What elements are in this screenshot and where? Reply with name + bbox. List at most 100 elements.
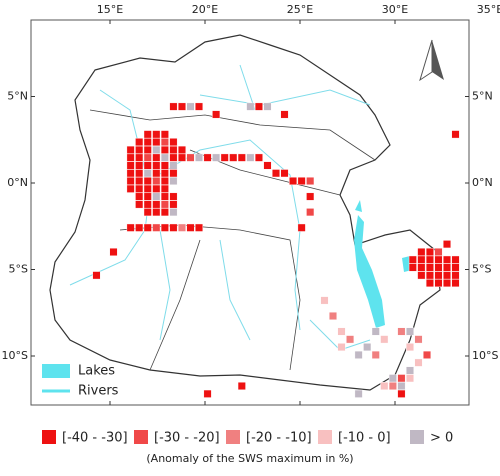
grid-cell xyxy=(169,177,178,185)
grid-cell xyxy=(126,161,135,170)
grid-cell xyxy=(160,192,169,201)
grid-cell xyxy=(126,184,135,193)
grid-cell xyxy=(414,358,423,367)
grid-cell xyxy=(320,296,329,305)
river xyxy=(159,229,171,341)
grid-cell xyxy=(135,223,144,232)
grid-cell xyxy=(160,130,169,139)
grid-cell xyxy=(135,177,144,185)
grid-cell xyxy=(177,153,186,162)
grid-cell xyxy=(143,169,152,178)
grid-cell xyxy=(337,343,346,352)
grid-cell xyxy=(451,271,460,280)
grid-cell xyxy=(425,279,434,288)
grid-cell xyxy=(354,350,363,359)
grid-cell xyxy=(169,169,178,178)
grid-cell xyxy=(417,263,426,272)
grid-cell xyxy=(126,177,135,185)
grid-cell xyxy=(152,223,161,232)
grid-cell xyxy=(152,208,161,217)
legend-swatch xyxy=(318,430,332,444)
sub-basin-line xyxy=(89,109,376,161)
grid-cell xyxy=(306,208,315,217)
basin-outline xyxy=(49,34,441,391)
grid-cell xyxy=(297,177,306,185)
lakes-label: Lakes xyxy=(78,364,115,379)
grid-cell xyxy=(346,335,355,344)
grid-cell xyxy=(92,271,101,280)
grid-cell xyxy=(237,153,246,162)
grid-cell xyxy=(212,110,221,119)
grid-cell xyxy=(297,223,306,232)
grid-cell xyxy=(160,200,169,209)
grid-cell xyxy=(126,153,135,162)
grid-cell xyxy=(289,177,298,185)
river xyxy=(239,64,256,111)
grid-cell xyxy=(195,102,204,111)
grid-cell xyxy=(152,138,161,147)
grid-cell xyxy=(254,102,263,111)
grid-cell xyxy=(143,130,152,139)
legend-label: [-30 - -20] xyxy=(154,431,220,446)
grid-cell xyxy=(203,153,212,162)
north-arrow-right xyxy=(432,40,444,80)
grid-cell xyxy=(329,312,337,320)
grid-cell xyxy=(169,145,178,154)
grid-cell xyxy=(160,223,169,232)
lon-label: 15°E xyxy=(97,3,123,16)
grid-cell xyxy=(169,200,178,209)
grid-cell xyxy=(143,184,152,193)
grid-cell xyxy=(434,247,443,256)
grid-cell xyxy=(406,374,414,383)
grid-cell xyxy=(417,271,426,280)
grid-cell xyxy=(152,184,161,193)
grid-cell xyxy=(152,145,161,154)
grid-cell xyxy=(451,263,460,272)
grid-cell xyxy=(160,169,169,178)
grid-cell xyxy=(135,153,144,162)
grid-cell xyxy=(109,247,118,256)
grid-cell xyxy=(152,153,161,162)
grid-cell xyxy=(143,223,152,232)
grid-cell xyxy=(152,192,161,201)
grid-cell xyxy=(169,138,178,147)
legend-swatch xyxy=(134,430,148,444)
grid-cell xyxy=(135,192,144,201)
grid-cell xyxy=(160,145,169,154)
legend-label: [-20 - -10] xyxy=(246,431,312,446)
legend-swatch xyxy=(42,430,56,444)
grid-cell xyxy=(254,153,263,162)
grid-cell xyxy=(406,343,414,352)
grid-cell xyxy=(135,200,144,209)
grid-cell xyxy=(152,169,161,178)
grid-cell xyxy=(135,138,144,147)
grid-cell xyxy=(143,200,152,209)
legend-label: [-40 - -30] xyxy=(62,431,128,446)
grid-cell xyxy=(434,279,443,288)
grid-cell xyxy=(397,382,406,390)
grid-cell xyxy=(397,389,406,398)
grid-cell xyxy=(263,161,272,170)
grid-cell xyxy=(443,255,451,264)
lat-label-right: 5°N xyxy=(472,90,493,103)
grid-cell xyxy=(143,153,152,162)
lon-label: 30°E xyxy=(382,3,408,16)
lon-label: 25°E xyxy=(287,3,313,16)
grid-cell xyxy=(263,102,272,111)
grid-cell xyxy=(126,169,135,178)
grid-cell xyxy=(417,255,426,264)
grid-cell xyxy=(237,382,246,390)
grid-cell xyxy=(388,382,397,390)
grid-cell xyxy=(152,200,161,209)
grid-cell xyxy=(143,208,152,217)
grid-cell xyxy=(126,145,135,154)
grid-cell xyxy=(397,327,406,336)
grid-cell xyxy=(434,263,443,272)
lat-label-right: 0°N xyxy=(472,176,493,189)
grid-cell xyxy=(417,247,426,256)
grid-cell xyxy=(425,271,434,280)
grid-cell xyxy=(160,138,169,147)
grid-cell xyxy=(143,138,152,147)
grid-cell xyxy=(195,223,204,232)
